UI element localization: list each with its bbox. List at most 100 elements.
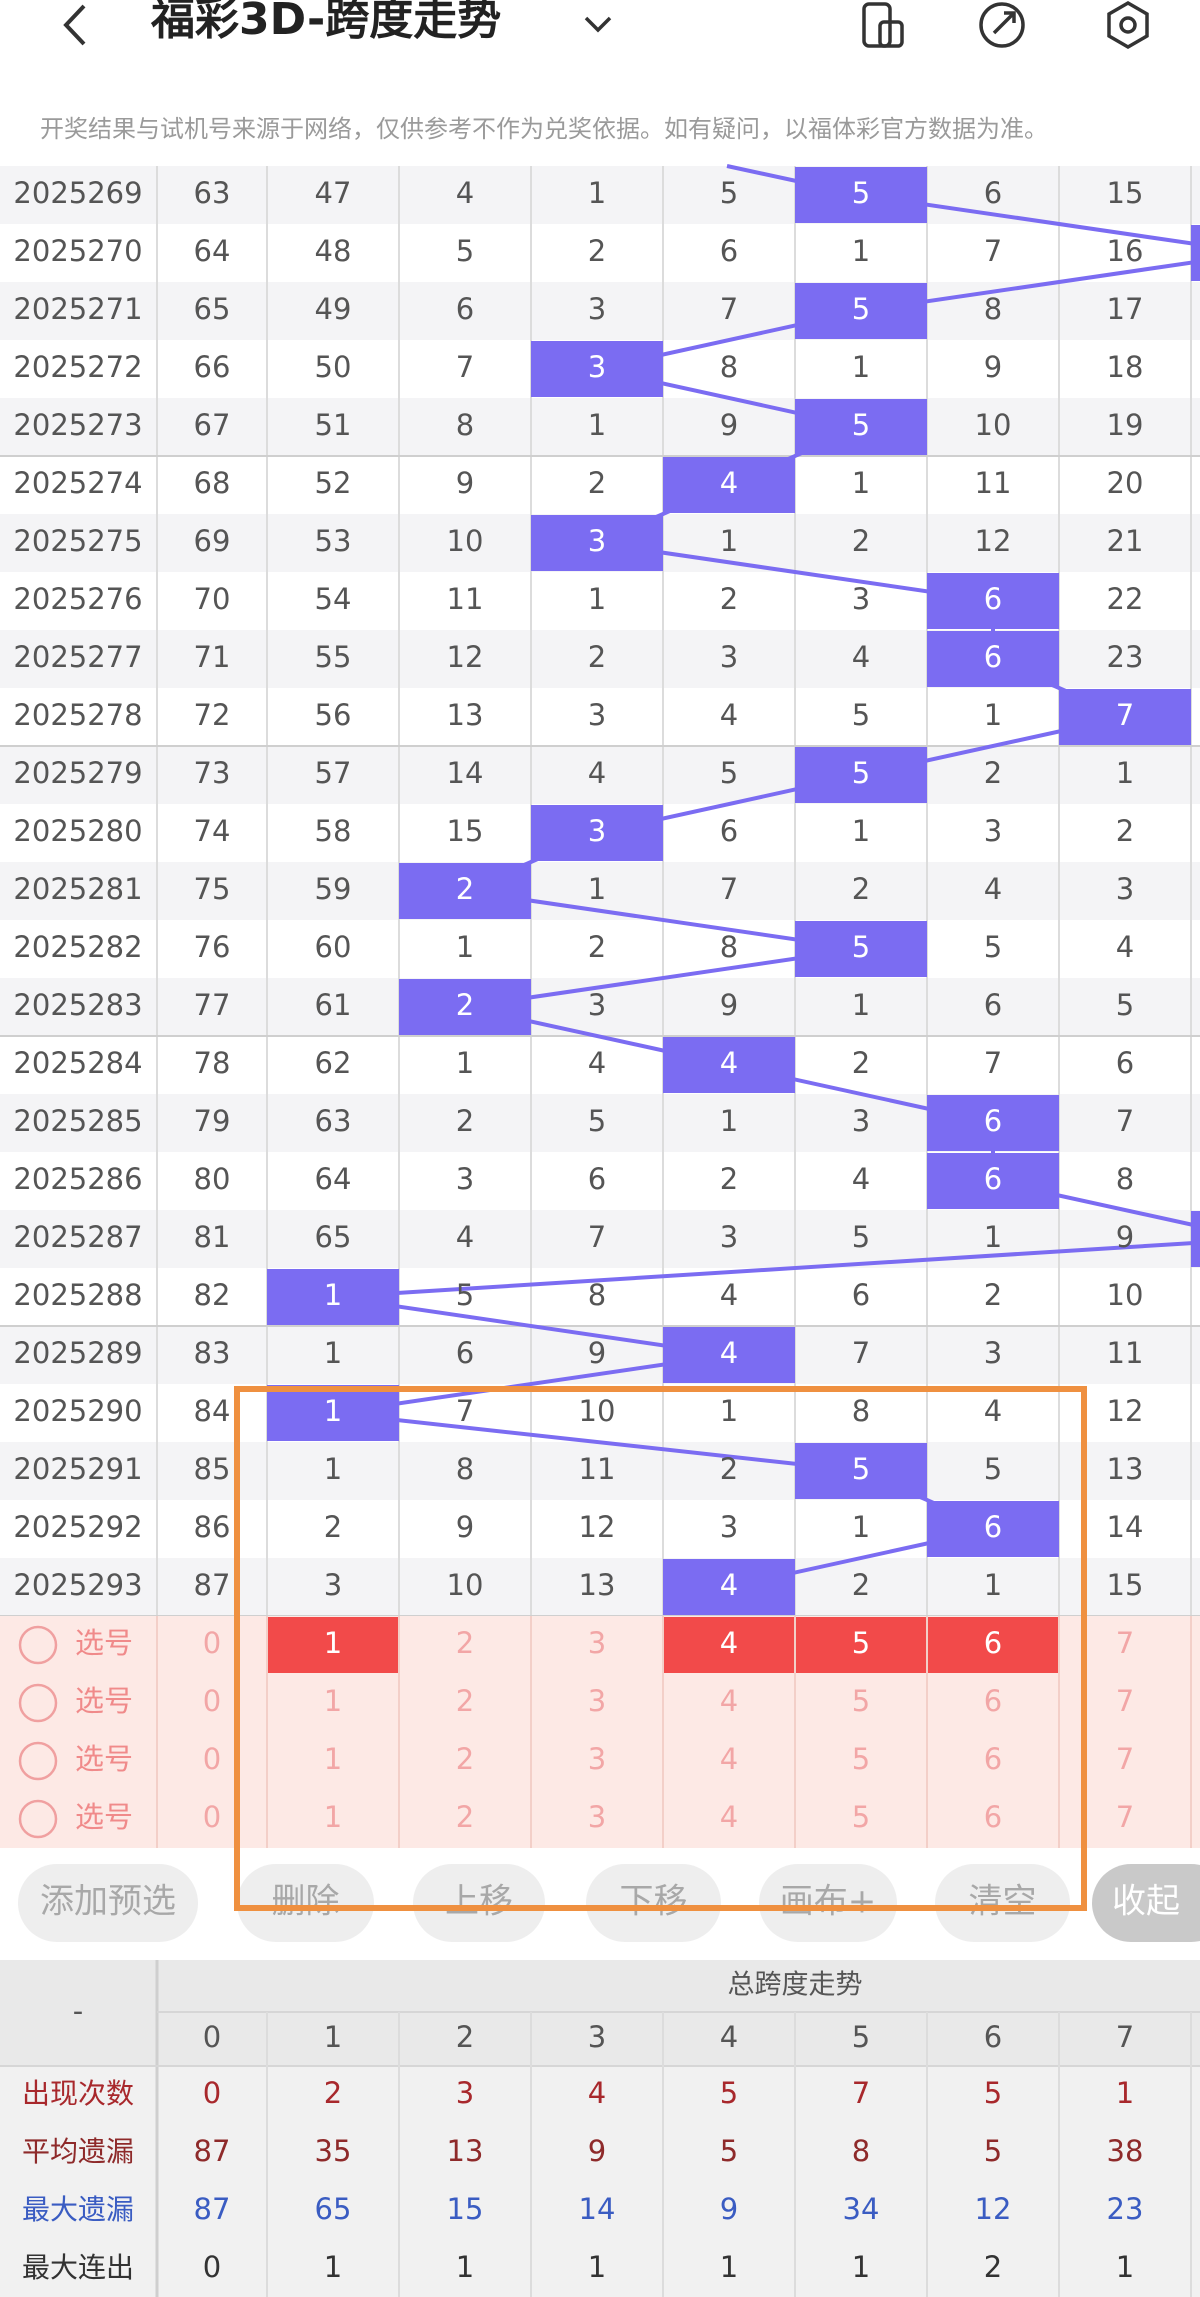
stats-value: 65 (315, 2192, 352, 2226)
button[interactable] (1092, 1864, 1200, 1942)
button-label[interactable]: 添加预选 (40, 1882, 176, 1922)
omission-value: 14 (1107, 1510, 1144, 1544)
omission-value: 1 (852, 814, 870, 848)
issue: 2025276 (13, 582, 142, 616)
omission-value: 55 (315, 640, 352, 674)
picker-number[interactable]: 2 (456, 1684, 474, 1718)
picker-number[interactable]: 1 (324, 1626, 342, 1660)
stats-value: 5 (720, 2134, 738, 2168)
picker-number[interactable]: 3 (588, 1626, 606, 1660)
hit-value: 1 (324, 1278, 342, 1312)
picker-number[interactable]: 0 (203, 1742, 221, 1776)
hit-cell (1191, 1211, 1200, 1267)
button-label[interactable]: 上移 (445, 1882, 513, 1922)
picked-cell[interactable] (927, 1617, 1059, 1673)
omission-value: 13 (447, 698, 484, 732)
picker-number[interactable]: 0 (203, 1800, 221, 1834)
hit-value: 5 (852, 292, 870, 326)
back-button[interactable] (63, 4, 86, 46)
hit-cell (927, 1095, 1059, 1151)
picker-number[interactable]: 7 (1116, 1684, 1134, 1718)
picker-number[interactable]: 3 (588, 1742, 606, 1776)
picked-cell[interactable] (795, 1617, 927, 1673)
button[interactable] (237, 1864, 374, 1942)
omission-value: 11 (447, 582, 484, 616)
omission-value: 1 (984, 1568, 1002, 1602)
picker-radio[interactable] (18, 1741, 58, 1781)
picker-number[interactable]: 4 (720, 1626, 738, 1660)
settings-icon[interactable] (1107, 0, 1149, 50)
share-icon[interactable] (979, 2, 1025, 48)
picked-cell[interactable] (267, 1617, 399, 1673)
omission-value: 5 (456, 1278, 474, 1312)
picker-number[interactable]: 4 (720, 1742, 738, 1776)
omission-value: 8 (984, 292, 1002, 326)
picker-number[interactable]: 1 (324, 1800, 342, 1834)
omission-value: 56 (315, 698, 352, 732)
button[interactable] (18, 1864, 198, 1942)
picker-number[interactable]: 2 (456, 1800, 474, 1834)
button-label[interactable]: 清空 (969, 1882, 1037, 1922)
picker-number[interactable]: 7 (1116, 1742, 1134, 1776)
omission-value: 12 (447, 640, 484, 674)
picker-number[interactable]: 0 (203, 1684, 221, 1718)
omission-value: 65 (315, 1220, 352, 1254)
button-label[interactable]: 收起 (1112, 1882, 1180, 1922)
omission-value: 2 (720, 1452, 738, 1486)
hit-value: 6 (984, 1104, 1002, 1138)
title-dropdown[interactable] (584, 16, 612, 33)
button-label[interactable]: 画布+ (780, 1882, 877, 1922)
picker-number[interactable]: 1 (324, 1684, 342, 1718)
row-bg (0, 1442, 1200, 1500)
picker-number[interactable]: 7 (1116, 1800, 1134, 1834)
omission-value: 51 (315, 408, 352, 442)
omission-value: 1 (852, 466, 870, 500)
hit-value: 3 (588, 524, 606, 558)
button-label[interactable]: 删除 (272, 1882, 340, 1922)
omission-value: 57 (315, 756, 352, 790)
picker-radio[interactable] (18, 1683, 58, 1723)
picker-number[interactable]: 0 (203, 1626, 221, 1660)
picker-number[interactable]: 5 (852, 1742, 870, 1776)
picker-number[interactable]: 5 (852, 1626, 870, 1660)
picker-number[interactable]: 2 (456, 1626, 474, 1660)
picker-number[interactable]: 3 (588, 1684, 606, 1718)
picker-number[interactable]: 7 (1116, 1626, 1134, 1660)
picker-radio[interactable] (18, 1799, 58, 1839)
picker-number[interactable]: 1 (324, 1742, 342, 1776)
device-icon[interactable] (862, 2, 892, 48)
picker-number[interactable]: 4 (720, 1684, 738, 1718)
picker-number[interactable]: 6 (984, 1800, 1002, 1834)
picker-number[interactable]: 6 (984, 1626, 1002, 1660)
omission-value: 4 (720, 698, 738, 732)
stats-column: 7 (1116, 2020, 1134, 2054)
omission-value: 12 (579, 1510, 616, 1544)
omission-value: 3 (588, 988, 606, 1022)
issue: 2025281 (13, 872, 142, 906)
omission-value: 86 (194, 1510, 231, 1544)
picker-number[interactable]: 5 (852, 1684, 870, 1718)
omission-value: 8 (1116, 1162, 1134, 1196)
button[interactable] (759, 1864, 897, 1942)
button[interactable] (935, 1864, 1070, 1942)
picker-number[interactable]: 4 (720, 1800, 738, 1834)
button-label[interactable]: 下移 (620, 1882, 688, 1922)
omission-value: 4 (1116, 930, 1134, 964)
picker-radio[interactable] (18, 1625, 58, 1665)
issue: 2025289 (13, 1336, 142, 1370)
omission-value: 5 (456, 234, 474, 268)
omission-value: 83 (194, 1336, 231, 1370)
picker-number[interactable]: 3 (588, 1800, 606, 1834)
picker-number[interactable]: 5 (852, 1800, 870, 1834)
omission-value: 63 (315, 1104, 352, 1138)
picker-number[interactable]: 6 (984, 1684, 1002, 1718)
stats-value: 5 (984, 2134, 1002, 2168)
button[interactable] (413, 1864, 545, 1942)
omission-value: 4 (720, 1278, 738, 1312)
omission-value: 18 (1107, 350, 1144, 384)
picker-number[interactable]: 6 (984, 1742, 1002, 1776)
stats-value: 1 (720, 2250, 738, 2284)
picker-number[interactable]: 2 (456, 1742, 474, 1776)
picked-cell[interactable] (663, 1617, 795, 1673)
button[interactable] (586, 1864, 721, 1942)
